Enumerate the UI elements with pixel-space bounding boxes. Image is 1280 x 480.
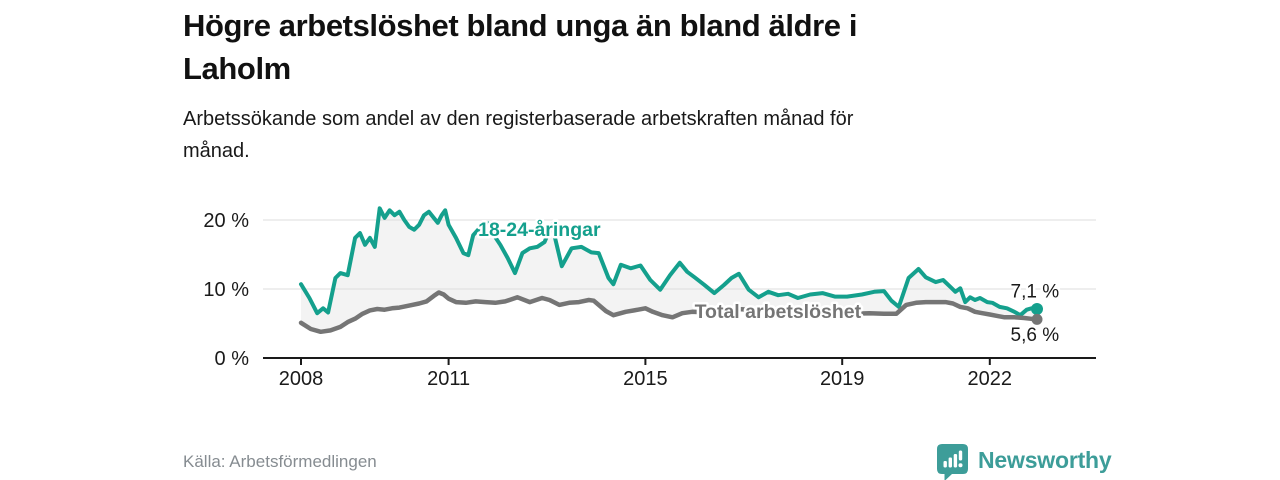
series-line-total (298, 290, 1040, 335)
page-title-line1: Högre arbetslöshet bland unga än bland ä… (183, 8, 858, 43)
x-tick-label-2008: 2008 (279, 368, 324, 390)
bar-1 (943, 461, 947, 468)
series-line-youth (299, 206, 1039, 318)
newsworthy-logo-icon (937, 444, 968, 480)
newsworthy-logo-text: Newsworthy (978, 447, 1112, 473)
source-note: Källa: Arbetsförmedlingen (183, 452, 377, 471)
page-title: Högre arbetslöshet bland unga än bland ä… (183, 4, 1113, 90)
x-tick-label-2019: 2019 (820, 368, 865, 390)
bar-2 (948, 457, 952, 468)
chart-label-18-24-ringar: 18-24-åringar (478, 218, 601, 241)
y-tick-label-10-percent: 10 % (203, 279, 249, 301)
end-dot-total (1031, 313, 1043, 325)
page-subtitle: Arbetssökande som andel av den registerb… (183, 103, 963, 167)
chart-label-5-6-: 5,6 % (1011, 325, 1060, 346)
page-subtitle-line2: månad. (183, 140, 250, 162)
x-tick-label-2015: 2015 (623, 368, 668, 390)
chart-label-7-1-: 7,1 % (1011, 281, 1060, 302)
speech-bubble-shape (937, 444, 968, 480)
page-subtitle-line1: Arbetssökande som andel av den registerb… (183, 108, 854, 130)
chart-label-total-arbetsl-shet: Total arbetslöshet (695, 301, 862, 323)
y-tick-label-20-percent: 20 % (203, 210, 249, 232)
x-tick-label-2011: 2011 (427, 368, 470, 390)
page-title-line2: Laholm (183, 51, 291, 86)
exclamation-bar (958, 450, 963, 461)
exclamation-dot (958, 463, 963, 468)
x-tick-label-2022: 2022 (968, 368, 1013, 390)
unemployment-line-chart: 2008 2011 2015 2019 2022 0 % 10 % 20 % 18-24-åri… (203, 206, 1096, 390)
y-tick-label-0-percent: 0 % (215, 348, 250, 370)
bar-3 (953, 454, 958, 468)
end-dot-youth (1031, 303, 1043, 315)
newsworthy-logo: Newsworthy (936, 443, 1112, 480)
